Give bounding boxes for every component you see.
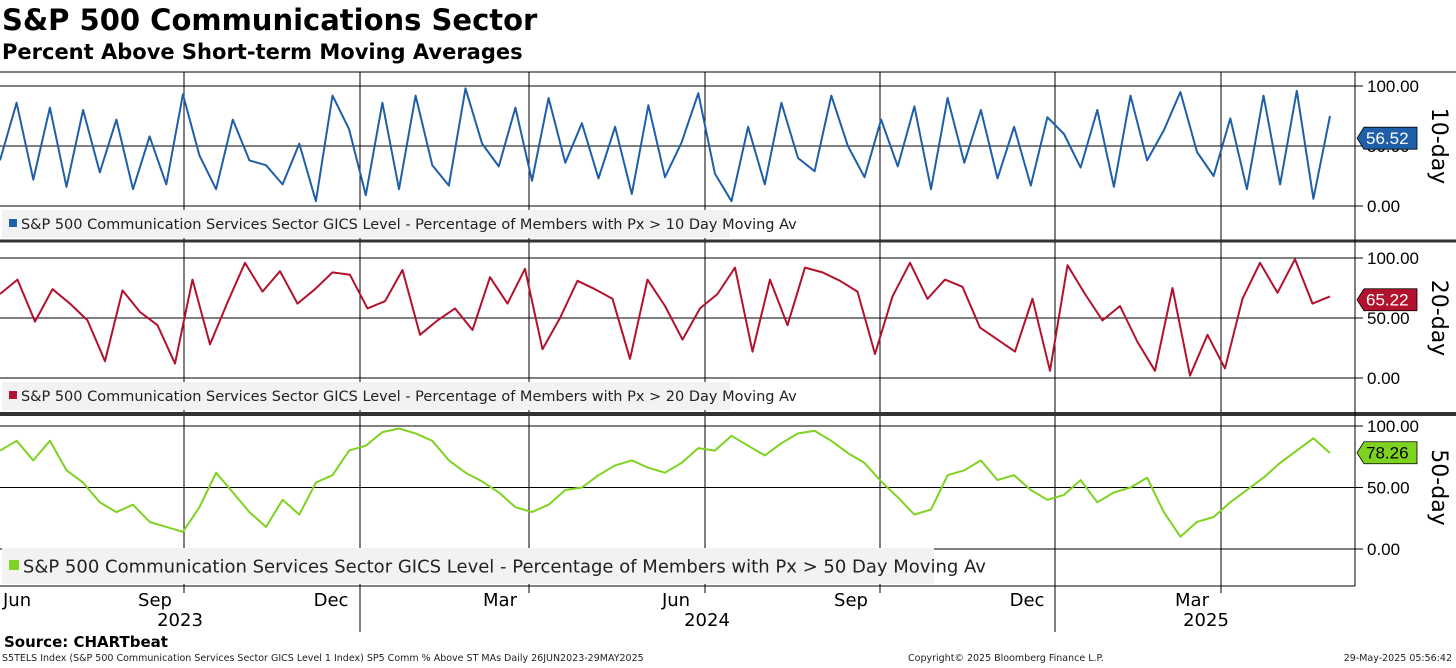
x-month-label: Sep <box>834 590 868 611</box>
last-value-tag-50-day: 78.26 <box>1356 441 1418 465</box>
panel-name-label: 10-day <box>1426 108 1451 184</box>
y-tick-label: 100.00 <box>1367 77 1419 96</box>
chart-title: S&P 500 Communications Sector <box>2 3 538 37</box>
x-month-label: Dec <box>314 590 349 611</box>
footer-timestamp: 29-May-2025 05:56:42 <box>1343 653 1452 664</box>
panel-20-day: 100.00 50.00 0.00 S&P 500 Communication Ser… <box>0 242 1451 412</box>
legend-label: S&P 500 Communication Services Sector GI… <box>21 389 797 405</box>
y-tick-label: 0.00 <box>1367 369 1400 388</box>
panel-50-day: 100.00 50.00 0.00 S&P 500 Communication Ser… <box>0 416 1451 586</box>
x-month-label: Dec <box>1010 590 1045 611</box>
last-value-label: 78.26 <box>1366 444 1409 463</box>
x-year-label: 2025 <box>1183 610 1229 631</box>
x-month-label: Mar <box>1175 590 1210 611</box>
legend-50-day: S&P 500 Communication Services Sector GI… <box>2 548 986 584</box>
last-value-tag-bg <box>1356 441 1418 465</box>
x-month-label: Sep <box>138 590 172 611</box>
source-label: Source: CHARTbeat <box>4 633 168 651</box>
last-value-tag-20-day: 65.22 <box>1356 288 1418 312</box>
y-tick-label: 100.00 <box>1367 249 1419 268</box>
last-value-tag-bg <box>1356 288 1418 312</box>
y-tick-label: 50.00 <box>1367 479 1410 498</box>
legend-label: S&P 500 Communication Services Sector GI… <box>21 217 797 233</box>
x-month-label: Jun <box>2 590 31 611</box>
last-value-label: 56.52 <box>1366 129 1409 148</box>
panel-name-label: 50-day <box>1426 449 1451 525</box>
last-value-tag-bg <box>1356 126 1418 150</box>
legend-swatch <box>9 391 17 399</box>
y-tick-label: 50.00 <box>1367 309 1410 328</box>
series-line-50-day <box>0 427 1331 538</box>
y-tick-label: 0.00 <box>1367 197 1400 216</box>
series-line-10-day <box>0 87 1331 203</box>
series-line-20-day <box>0 258 1331 377</box>
legend-20-day: S&P 500 Communication Services Sector GI… <box>2 382 797 410</box>
footer-index-description: S5TELS Index (S&P 500 Communication Serv… <box>2 653 644 664</box>
footer-copyright: Copyright© 2025 Bloomberg Finance L.P. <box>908 653 1104 664</box>
x-month-label: Mar <box>483 590 518 611</box>
legend-label: S&P 500 Communication Services Sector GI… <box>23 556 986 577</box>
x-year-label: 2024 <box>684 610 730 631</box>
chart-subtitle: Percent Above Short-term Moving Averages <box>2 40 523 64</box>
x-year-label: 2023 <box>157 610 203 631</box>
y-tick-label: 100.00 <box>1367 417 1419 436</box>
legend-background <box>2 210 730 238</box>
legend-swatch <box>9 219 17 227</box>
y-tick-label: 0.00 <box>1367 540 1400 559</box>
panel-name-label: 20-day <box>1426 280 1451 356</box>
x-month-label: Jun <box>661 590 690 611</box>
legend-swatch <box>9 560 19 570</box>
legend-background <box>2 548 934 584</box>
last-value-tag-10-day: 56.52 <box>1356 126 1418 150</box>
legend-10-day: S&P 500 Communication Services Sector GI… <box>2 210 797 238</box>
legend-background <box>2 382 730 410</box>
last-value-label: 65.22 <box>1366 291 1409 310</box>
